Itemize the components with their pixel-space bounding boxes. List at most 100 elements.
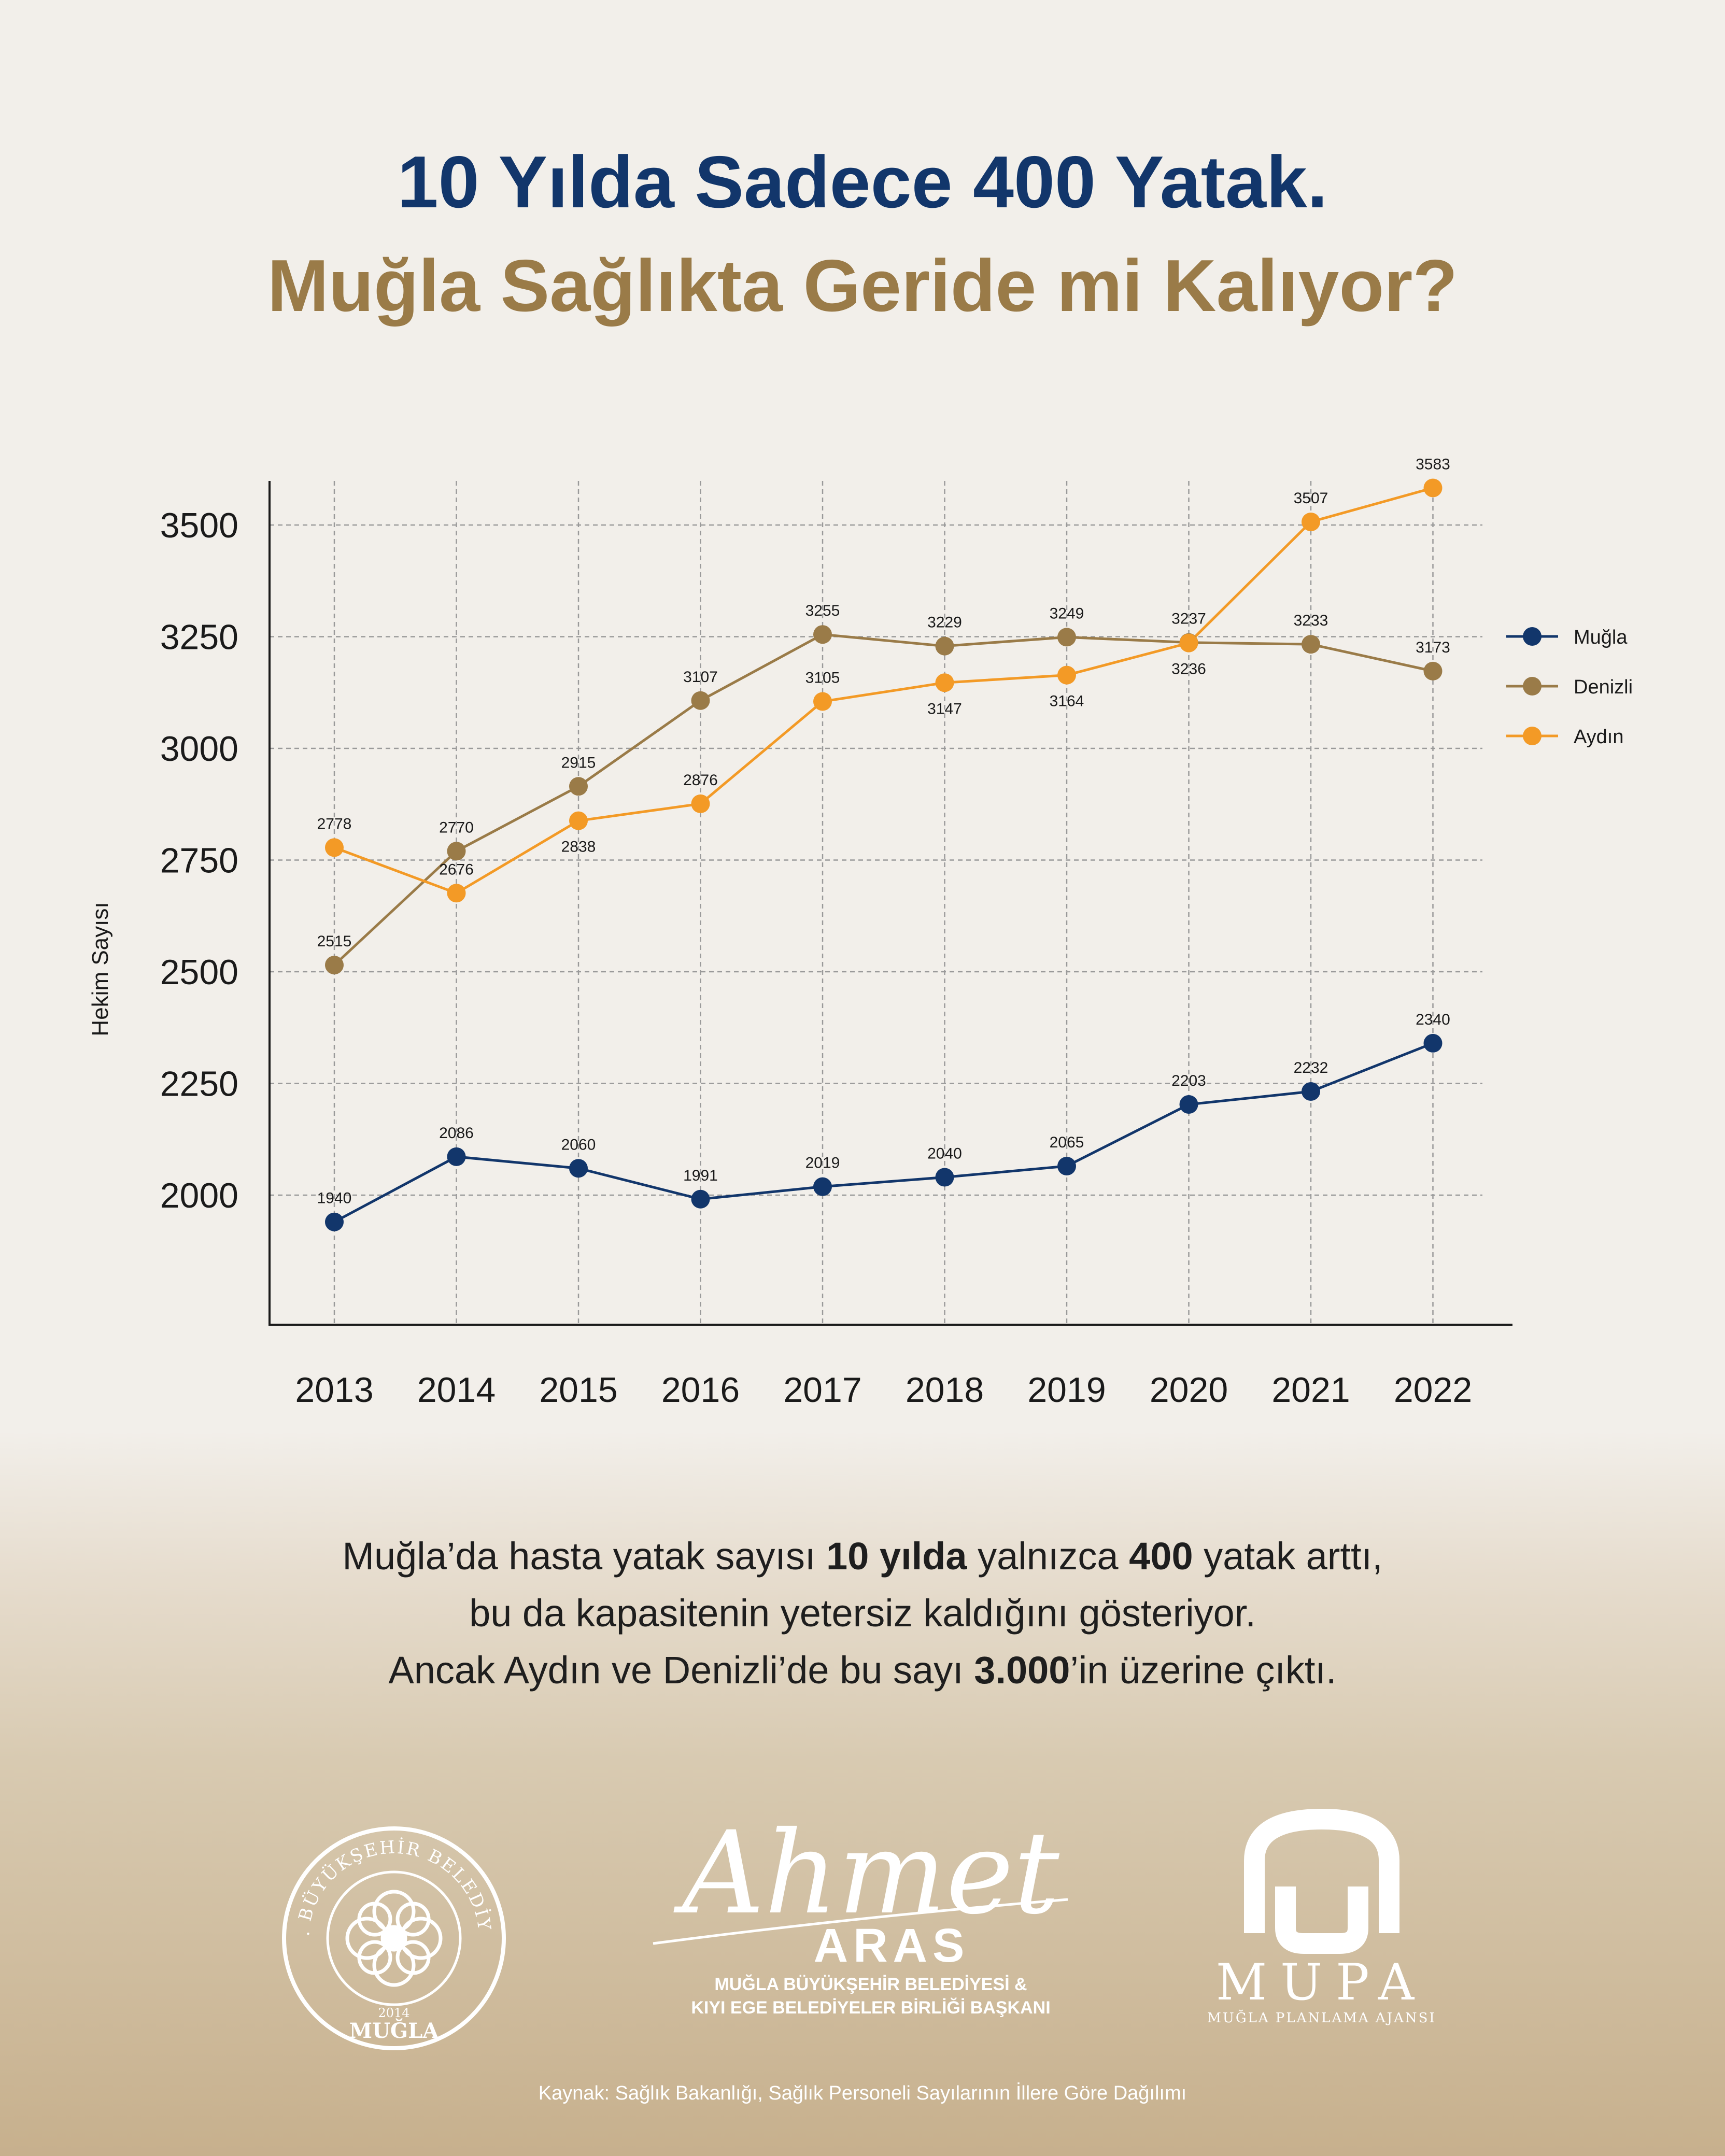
data-label: 2203	[1171, 1072, 1206, 1089]
x-tick-label: 2021	[1271, 1370, 1350, 1410]
data-label: 2019	[805, 1155, 840, 1172]
data-point	[569, 811, 588, 830]
data-point	[1302, 1082, 1320, 1101]
y-tick-label: 2000	[160, 1176, 238, 1215]
x-tick-label: 2018	[906, 1370, 984, 1410]
chart-grid	[270, 481, 1482, 1325]
summary-bold: 3.000	[974, 1649, 1070, 1692]
data-label: 2778	[317, 815, 352, 832]
y-tick-label: 3250	[160, 618, 238, 657]
mupa-name: MUPA	[1216, 1953, 1427, 2011]
data-point	[325, 838, 344, 857]
summary-line-1: Muğla’da hasta yatak sayısı 10 yılda yal…	[0, 1534, 1725, 1578]
data-point	[325, 1212, 344, 1231]
data-point	[1423, 661, 1443, 680]
ahmet-aras-signature-logo: Ahmet ARAS MUĞLA BÜYÜKŞEHİR BELEDİYESİ &…	[653, 1814, 1068, 2018]
municipality-seal-logo: T.C. BÜYÜKŞEHİR BELEDİYESİ 2014 MUĞLA	[280, 1824, 506, 2050]
data-point	[1179, 1095, 1198, 1114]
data-point	[1057, 1156, 1076, 1175]
data-label: 3236	[1171, 661, 1206, 678]
summary-line-3: Ancak Aydın ve Denizli’de bu sayı 3.000’…	[0, 1648, 1725, 1692]
mupa-logo: MUPA MUĞLA PLANLAMA AJANSI	[1207, 1809, 1435, 2026]
summary-text: yalnızca	[967, 1535, 1129, 1578]
data-labels: 1940 2086 2060 1991 2019 2040 2065 2203 2232 2340…	[317, 456, 1450, 1207]
data-point	[569, 1159, 588, 1178]
aras-name: ARAS	[814, 1919, 970, 1972]
data-label: 2060	[561, 1136, 596, 1153]
data-label: 2676	[439, 861, 474, 878]
data-point	[813, 625, 832, 644]
data-point	[447, 842, 466, 861]
x-tick-label: 2015	[539, 1370, 617, 1410]
data-label: 3237	[1171, 611, 1206, 628]
legend-marker	[1523, 677, 1542, 696]
seal-year: 2014	[378, 2006, 409, 2020]
data-point	[1302, 512, 1320, 531]
data-label: 1940	[317, 1190, 352, 1207]
data-label: 1991	[683, 1167, 718, 1184]
data-label: 2838	[561, 839, 596, 856]
x-tick-label: 2013	[295, 1370, 373, 1410]
data-label: 2065	[1050, 1134, 1084, 1151]
seal-city: MUĞLA	[349, 2019, 439, 2043]
data-point	[447, 1147, 466, 1166]
chart-series	[325, 478, 1443, 1231]
data-label: 3255	[805, 602, 840, 619]
data-label: 2340	[1416, 1011, 1450, 1028]
aras-title-line-2: KIYI EGE BELEDİYELER BİRLİĞİ BAŞKANI	[691, 1998, 1050, 2018]
summary-text: yatak arttı,	[1193, 1535, 1383, 1578]
series-line	[333, 633, 1434, 966]
data-label: 2232	[1294, 1059, 1328, 1076]
signature-underline	[653, 1898, 1068, 1945]
legend-marker	[1523, 627, 1542, 646]
data-point	[1179, 633, 1198, 653]
x-tick-label: 2022	[1394, 1370, 1472, 1410]
data-label: 2086	[439, 1125, 474, 1142]
x-tick-label: 2019	[1027, 1370, 1106, 1410]
data-label: 3233	[1294, 612, 1328, 629]
aras-title-line-1: MUĞLA BÜYÜKŞEHİR BELEDİYESİ &	[714, 1975, 1027, 1994]
chart-axes	[268, 481, 1512, 1326]
y-tick-label: 3500	[160, 506, 238, 545]
data-label: 2876	[683, 772, 718, 789]
data-label: 2515	[317, 933, 352, 950]
data-point	[935, 636, 954, 656]
legend-label: Aydın	[1574, 726, 1623, 748]
data-label: 3229	[927, 614, 962, 631]
mupa-mark-icon	[1244, 1809, 1399, 1954]
seal-arc-text: T.C. BÜYÜKŞEHİR BELEDİYESİ	[280, 1824, 495, 1937]
data-label: 3173	[1416, 639, 1450, 656]
legend-marker	[1523, 727, 1542, 745]
summary-text: Muğla’da hasta yatak sayısı	[342, 1535, 827, 1578]
data-point	[691, 794, 710, 813]
summary-text: Ancak Aydın ve Denizli’de bu sayı	[388, 1649, 974, 1692]
data-label: 2770	[439, 819, 474, 836]
data-label: 3147	[927, 700, 962, 717]
summary-bold: 400	[1129, 1535, 1193, 1578]
data-point	[813, 1177, 832, 1196]
x-tick-label: 2017	[783, 1370, 861, 1410]
legend-label: Denizli	[1574, 676, 1633, 698]
data-label: 3583	[1416, 456, 1450, 473]
y-tick-labels: 2000 2250 2500 2750 3000 3250 3500	[160, 506, 238, 1215]
data-label: 3105	[805, 669, 840, 686]
x-tick-label: 2020	[1150, 1370, 1228, 1410]
flower-emblem-icon	[345, 1890, 443, 1987]
data-label: 3164	[1050, 693, 1084, 710]
summary-text: ’in üzerine çıktı.	[1070, 1649, 1337, 1692]
data-point	[935, 673, 954, 692]
data-point	[447, 884, 466, 903]
data-point	[1302, 635, 1320, 654]
x-tick-label: 2014	[417, 1370, 496, 1410]
page-title: 10 Yılda Sadece 400 Yatak.	[397, 141, 1328, 223]
y-tick-label: 2750	[160, 841, 238, 881]
chart-legend: Muğla Denizli Aydın	[1506, 627, 1633, 748]
data-label: 2915	[561, 754, 596, 771]
series-line	[334, 487, 1434, 895]
page-subtitle: Muğla Sağlıkta Geride mi Kalıyor?	[267, 245, 1458, 327]
data-point	[1057, 628, 1076, 647]
series-line	[333, 1042, 1434, 1223]
y-axis-label: Hekim Sayısı	[88, 902, 113, 1036]
y-tick-label: 3000	[160, 729, 238, 769]
data-point	[325, 956, 344, 975]
